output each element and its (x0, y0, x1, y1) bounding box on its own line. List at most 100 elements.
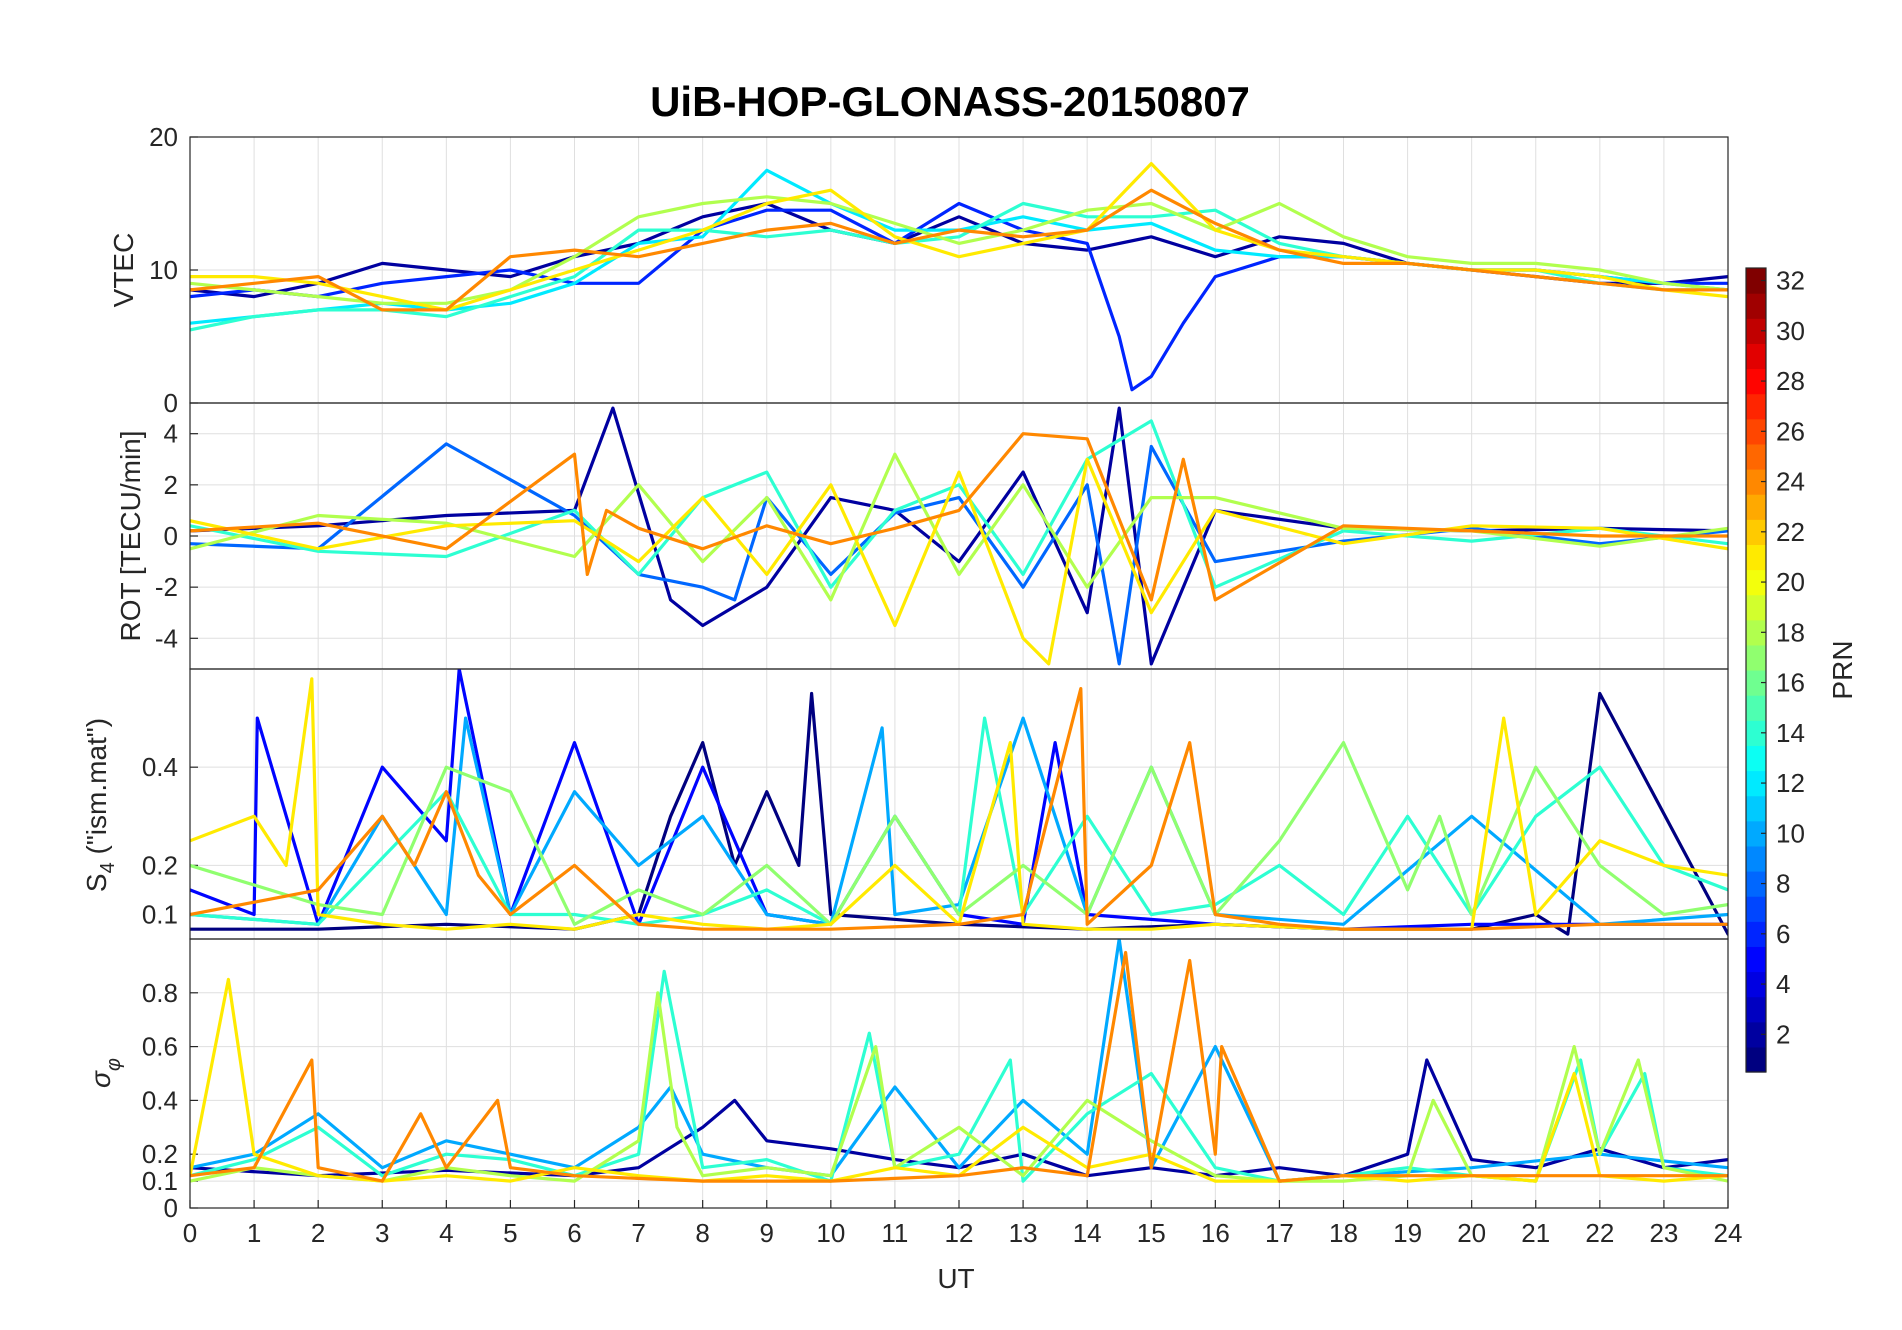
colorbar-tick-label: 24 (1776, 467, 1805, 497)
vtec-ylabel: VTEC (108, 233, 139, 308)
colorbar-swatch (1746, 946, 1766, 973)
x-tick-label: 2 (311, 1218, 325, 1248)
sigma-phi-ytick-label: 0.2 (142, 1139, 178, 1169)
rot-series-prn-14 (190, 419, 1728, 589)
x-tick-label: 8 (695, 1218, 709, 1248)
colorbar-swatch (1746, 569, 1766, 596)
x-tick-label: 22 (1585, 1218, 1614, 1248)
x-tick-label: 20 (1457, 1218, 1486, 1248)
colorbar-label: PRN (1827, 640, 1858, 699)
rot-panel: -4 -2 0 2 4 (155, 402, 1729, 670)
rot-ytick-label: -2 (155, 572, 178, 602)
sigma-phi-ytick-label: 0.1 (142, 1166, 178, 1196)
sigma-phi-ytick-label: 0.8 (142, 978, 178, 1008)
colorbar-swatch (1746, 1021, 1766, 1048)
sigma-phi-ylabel: σφ (85, 1058, 125, 1088)
colorbar-swatch (1746, 745, 1766, 772)
x-tick-label: 18 (1329, 1218, 1358, 1248)
sigma-phi-ytick-label: 0 (164, 1193, 178, 1223)
x-tick-label: 23 (1649, 1218, 1678, 1248)
vtec-ytick-label: 20 (149, 122, 178, 152)
s4-series-prn-21 (190, 677, 1728, 931)
colorbar-box (1745, 267, 1767, 1073)
colorbar-tick-label: 26 (1776, 416, 1805, 446)
colorbar-swatch (1746, 393, 1766, 420)
colorbar-tick-label: 12 (1776, 768, 1805, 798)
colorbar-tick-label: 16 (1776, 668, 1805, 698)
colorbar-swatch (1746, 720, 1766, 746)
x-tick-label: 19 (1393, 1218, 1422, 1248)
vtec-ytick-label: 10 (149, 255, 178, 285)
x-tick-label: 17 (1265, 1218, 1294, 1248)
sigma-phi-ytick-label: 0.4 (142, 1085, 178, 1115)
colorbar-swatch (1746, 795, 1766, 822)
colorbar-tick-label: 30 (1776, 316, 1805, 346)
x-tick-label: 21 (1521, 1218, 1550, 1248)
colorbar-tick-label: 6 (1776, 919, 1790, 949)
s4-series-prn-24 (190, 686, 1728, 931)
vtec-series-prn-24 (190, 188, 1728, 312)
vtec-panel: 0 10 20 (149, 122, 1729, 418)
s4-ytick-label: 0.2 (142, 850, 178, 880)
x-tick-label: 14 (1073, 1218, 1102, 1248)
colorbar-swatch (1746, 770, 1766, 797)
colorbar-swatch (1746, 318, 1766, 344)
colorbar-swatch (1746, 544, 1766, 571)
colorbar-tick-label: 2 (1776, 1019, 1790, 1049)
colorbar-tick-label: 22 (1776, 517, 1805, 547)
colorbar-tick-label: 28 (1776, 366, 1805, 396)
x-tick-label: 3 (375, 1218, 389, 1248)
colorbar-swatch (1746, 971, 1766, 998)
s4-ytick-label: 0.4 (142, 752, 178, 782)
colorbar-tick-label: 18 (1776, 617, 1805, 647)
sigma-phi-series-prn-2 (190, 1058, 1728, 1178)
rot-series-prn-24 (190, 432, 1728, 602)
colorbar-tick-label: 10 (1776, 818, 1805, 848)
rot-series-prn-21 (190, 457, 1728, 666)
colorbar-swatch (1746, 519, 1766, 545)
x-axis-label: UT (937, 1263, 974, 1294)
x-tick-label: 5 (503, 1218, 517, 1248)
colorbar-swatch (1746, 293, 1766, 319)
colorbar-swatch (1746, 670, 1766, 696)
x-tick-label: 13 (1009, 1218, 1038, 1248)
x-tick-label: 12 (945, 1218, 974, 1248)
colorbar-swatch (1746, 268, 1766, 294)
rot-ytick-label: 4 (164, 419, 178, 449)
s4-series-prn-14 (190, 716, 1728, 926)
colorbar-swatch (1746, 1046, 1766, 1073)
s4-ylabel: S4 ("ism.mat") (81, 718, 119, 892)
x-tick-label: 11 (881, 1218, 908, 1248)
sigma-phi-panel: 00.10.20.40.60.80 1 2 3 4 5 6 7 8 9 10 11 12 13 14 15 16… (142, 938, 1743, 1248)
x-tick-label: 1 (247, 1218, 261, 1248)
colorbar-swatch (1746, 820, 1766, 847)
x-tick-label: 0 (183, 1218, 197, 1248)
x-tick-label: 9 (760, 1218, 774, 1248)
colorbar-tick-label: 4 (1776, 969, 1790, 999)
s4-panel: 0.1 0.2 0.4 (142, 668, 1729, 940)
colorbar-swatch (1746, 343, 1766, 370)
sigma-phi-ytick-label: 0.6 (142, 1032, 178, 1062)
s4-series-prn-17 (190, 740, 1728, 926)
colorbar-swatch (1746, 871, 1766, 897)
x-tick-label: 15 (1137, 1218, 1166, 1248)
rot-ytick-label: 2 (164, 470, 178, 500)
rot-series-prn-2 (190, 406, 1728, 666)
colorbar-swatch (1746, 921, 1766, 947)
x-tick-label: 16 (1201, 1218, 1230, 1248)
colorbar-swatch (1746, 368, 1766, 395)
colorbar-swatch (1746, 845, 1766, 872)
rot-series-prn-18 (190, 452, 1728, 602)
rot-ytick-label: 0 (164, 521, 178, 551)
rot-ylabel: ROT [TECU/min] (115, 430, 146, 641)
x-tick-label: 10 (816, 1218, 845, 1248)
x-tick-label: 24 (1714, 1218, 1743, 1248)
vtec-ytick-label: 0 (164, 388, 178, 418)
colorbar-tick-label: 20 (1776, 567, 1805, 597)
colorbar-swatch (1746, 619, 1766, 646)
colorbar-swatch (1746, 644, 1766, 671)
rot-series-prn-8 (190, 442, 1728, 666)
x-tick-label: 6 (567, 1218, 581, 1248)
s4-ytick-label: 0.1 (142, 899, 178, 929)
